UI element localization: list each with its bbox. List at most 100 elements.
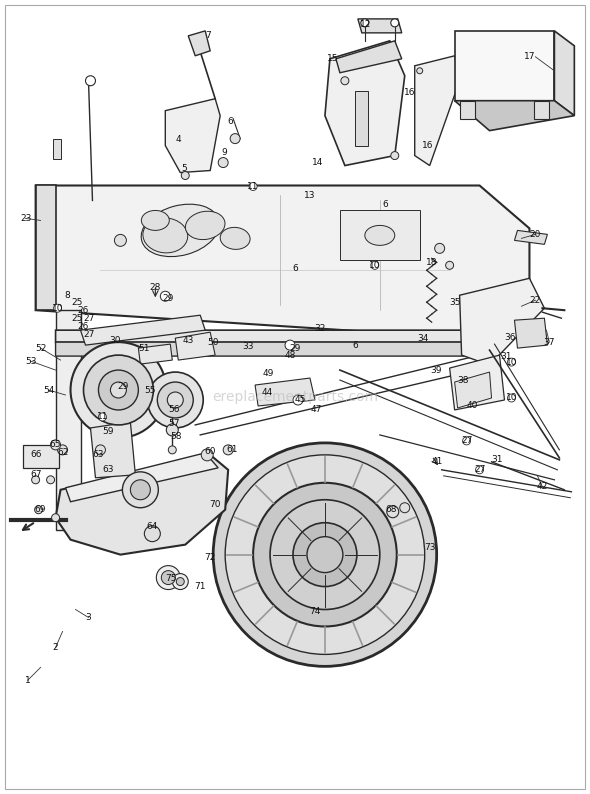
Polygon shape bbox=[514, 230, 548, 245]
Text: 32: 32 bbox=[314, 324, 326, 333]
Polygon shape bbox=[90, 422, 135, 478]
Polygon shape bbox=[355, 91, 368, 145]
Polygon shape bbox=[450, 355, 504, 410]
Text: 6: 6 bbox=[382, 200, 388, 209]
Circle shape bbox=[371, 261, 379, 269]
Polygon shape bbox=[35, 186, 529, 338]
Circle shape bbox=[160, 291, 171, 301]
Circle shape bbox=[218, 157, 228, 168]
Polygon shape bbox=[188, 31, 210, 56]
Circle shape bbox=[387, 506, 399, 518]
Polygon shape bbox=[55, 310, 80, 530]
Circle shape bbox=[130, 480, 150, 499]
Text: 63: 63 bbox=[103, 465, 114, 474]
Circle shape bbox=[168, 446, 176, 454]
Text: 27: 27 bbox=[84, 330, 95, 339]
Text: 9: 9 bbox=[221, 148, 227, 157]
Ellipse shape bbox=[141, 204, 219, 256]
Circle shape bbox=[201, 449, 213, 461]
Text: 3: 3 bbox=[86, 613, 91, 622]
Circle shape bbox=[148, 372, 203, 428]
Text: 59: 59 bbox=[103, 427, 114, 437]
Circle shape bbox=[445, 261, 454, 269]
Polygon shape bbox=[514, 318, 548, 348]
Text: 11: 11 bbox=[97, 412, 108, 422]
Text: 29: 29 bbox=[118, 382, 129, 391]
Circle shape bbox=[435, 244, 445, 253]
Text: 20: 20 bbox=[530, 230, 541, 239]
Text: 66: 66 bbox=[31, 450, 42, 460]
Circle shape bbox=[307, 537, 343, 572]
Ellipse shape bbox=[220, 227, 250, 249]
Circle shape bbox=[253, 483, 396, 626]
Text: 26: 26 bbox=[78, 322, 89, 330]
Circle shape bbox=[84, 355, 153, 425]
Circle shape bbox=[99, 413, 106, 421]
Circle shape bbox=[71, 342, 166, 438]
Polygon shape bbox=[35, 186, 55, 310]
Text: 75: 75 bbox=[166, 574, 177, 583]
Text: 6: 6 bbox=[292, 264, 298, 273]
Circle shape bbox=[47, 476, 54, 484]
Polygon shape bbox=[22, 445, 58, 468]
Circle shape bbox=[463, 437, 471, 445]
Text: 42: 42 bbox=[537, 482, 548, 491]
Text: 35: 35 bbox=[449, 298, 460, 306]
Text: 31: 31 bbox=[492, 455, 503, 464]
Text: 27: 27 bbox=[474, 465, 485, 474]
Text: 26: 26 bbox=[78, 306, 89, 314]
Circle shape bbox=[168, 392, 183, 408]
Polygon shape bbox=[555, 31, 574, 116]
Text: 14: 14 bbox=[312, 158, 324, 167]
Text: 13: 13 bbox=[304, 191, 316, 200]
Circle shape bbox=[145, 526, 160, 542]
Text: 4: 4 bbox=[175, 135, 181, 144]
Text: 6: 6 bbox=[227, 118, 233, 126]
Polygon shape bbox=[340, 210, 419, 260]
Text: 12: 12 bbox=[360, 21, 372, 29]
Ellipse shape bbox=[143, 218, 188, 252]
Ellipse shape bbox=[185, 211, 225, 240]
Polygon shape bbox=[336, 40, 402, 73]
Circle shape bbox=[391, 152, 399, 160]
Text: 7: 7 bbox=[205, 31, 211, 40]
Polygon shape bbox=[415, 56, 460, 165]
Circle shape bbox=[417, 67, 422, 74]
Text: 11: 11 bbox=[247, 182, 259, 191]
Text: 34: 34 bbox=[417, 333, 428, 343]
Circle shape bbox=[181, 172, 189, 179]
Polygon shape bbox=[175, 332, 215, 360]
Text: 72: 72 bbox=[205, 553, 216, 562]
Polygon shape bbox=[358, 19, 402, 33]
Text: 16: 16 bbox=[404, 88, 415, 97]
Text: 10: 10 bbox=[52, 304, 63, 313]
Text: 47: 47 bbox=[310, 406, 322, 414]
Polygon shape bbox=[535, 101, 549, 118]
Circle shape bbox=[476, 466, 484, 474]
Circle shape bbox=[51, 514, 60, 522]
Circle shape bbox=[223, 445, 233, 455]
Text: 33: 33 bbox=[242, 341, 254, 351]
Text: 23: 23 bbox=[20, 214, 31, 223]
Circle shape bbox=[213, 443, 437, 666]
Text: 10: 10 bbox=[506, 394, 517, 403]
Polygon shape bbox=[55, 342, 487, 356]
Text: 61: 61 bbox=[227, 445, 238, 454]
Text: 56: 56 bbox=[169, 406, 180, 414]
Text: 37: 37 bbox=[543, 337, 555, 347]
Polygon shape bbox=[55, 330, 497, 342]
Text: 6: 6 bbox=[352, 341, 358, 349]
Polygon shape bbox=[55, 455, 228, 555]
Text: 52: 52 bbox=[35, 344, 46, 353]
Text: 17: 17 bbox=[524, 52, 535, 61]
Ellipse shape bbox=[142, 210, 169, 230]
Text: 27: 27 bbox=[84, 314, 95, 322]
Circle shape bbox=[96, 445, 106, 455]
Circle shape bbox=[35, 506, 42, 514]
Circle shape bbox=[225, 455, 425, 654]
Text: 41: 41 bbox=[432, 457, 443, 466]
Text: 15: 15 bbox=[327, 54, 339, 64]
Text: 63: 63 bbox=[93, 450, 104, 460]
Circle shape bbox=[230, 133, 240, 144]
Text: ereplacementparts.com: ereplacementparts.com bbox=[212, 390, 378, 404]
